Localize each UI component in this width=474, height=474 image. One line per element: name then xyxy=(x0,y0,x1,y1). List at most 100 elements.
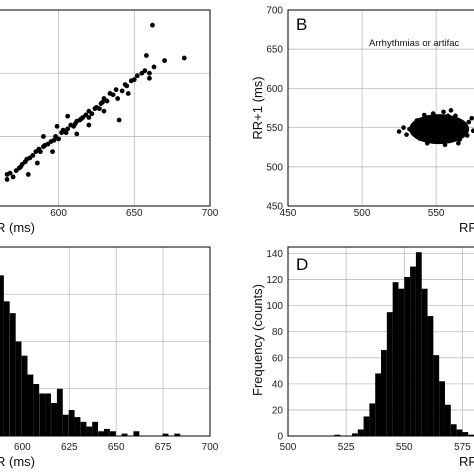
panel-b-point xyxy=(417,136,423,141)
panel-c-bar xyxy=(15,341,22,436)
panel-c-xtick: 600 xyxy=(14,442,31,453)
panel-d-bar xyxy=(433,355,440,436)
panel-c-frame xyxy=(0,246,211,437)
panel-b: 450 500 550 450 500 550 600 650 700 B Arrhythmia… xyxy=(250,6,474,235)
panel-d-bar xyxy=(392,282,399,436)
panel-a-point xyxy=(86,122,92,128)
panel-a-point xyxy=(142,68,148,74)
panel-a-point xyxy=(104,98,110,104)
panel-a-point xyxy=(128,78,134,84)
panel-b-point xyxy=(414,118,420,123)
panel-d-bar xyxy=(351,433,358,436)
panel-d-bar xyxy=(357,429,364,436)
panel-a-point xyxy=(100,99,105,105)
panel-b-point xyxy=(419,117,424,123)
panel-a-point xyxy=(10,174,16,180)
panel-a-point xyxy=(65,126,71,132)
panel-d-ylabel: Frequency (counts) xyxy=(250,284,265,396)
panel-c-bar xyxy=(3,301,10,436)
panel-c-bar xyxy=(92,421,99,436)
panel-d-ytick: 100 xyxy=(266,301,283,312)
panel-b-point xyxy=(451,126,457,131)
panel-d-bar xyxy=(427,316,434,436)
panel-b-point xyxy=(456,122,461,128)
panel-a-point xyxy=(38,149,43,155)
panel-d-bar xyxy=(363,416,370,436)
panel-b-point xyxy=(438,134,443,140)
panel-a-point xyxy=(116,117,122,123)
panel-c-bar xyxy=(45,393,51,436)
panel-a-point xyxy=(147,75,152,81)
panel-b-xtick: 500 xyxy=(354,208,371,219)
panel-a-point xyxy=(16,165,22,171)
panel-b-annotation: Arrhythmias or artifac xyxy=(369,38,460,49)
panel-b-label: B xyxy=(296,15,307,34)
panel-b-point xyxy=(396,129,402,134)
panel-d-bar xyxy=(404,276,411,436)
panel-a-point xyxy=(162,58,167,63)
panel-a-xlabel: R (ms) xyxy=(0,220,35,235)
panel-a-point xyxy=(122,82,128,88)
panel-a-point xyxy=(150,22,155,28)
panel-d-ytick: 80 xyxy=(272,327,284,338)
panel-b-point xyxy=(466,119,472,125)
panel-b-point xyxy=(442,142,448,148)
panel-a-xtick: 700 xyxy=(202,208,219,219)
panel-b-ytick: 500 xyxy=(266,162,283,173)
panel-b-ytick: 700 xyxy=(266,6,283,17)
panel-b-ytick: 450 xyxy=(266,202,283,213)
panel-d-bar xyxy=(456,429,463,436)
panel-b-point xyxy=(429,132,435,137)
panel-b-point xyxy=(421,112,427,118)
panel-c-bar xyxy=(104,428,110,436)
panel-a-point xyxy=(42,142,48,148)
panel-b-point xyxy=(430,111,436,116)
panel-c-xtick: 625 xyxy=(61,442,78,453)
panel-d-ytick: 120 xyxy=(266,275,283,286)
panel-b-point xyxy=(404,132,409,137)
panel-b-point xyxy=(460,127,466,133)
panel-b-point xyxy=(421,133,427,138)
panel-c-bar xyxy=(62,414,69,436)
panel-b-ytick: 550 xyxy=(266,123,283,134)
panel-d-frame xyxy=(287,246,474,437)
panel-d-bar xyxy=(410,266,416,436)
panel-a-point xyxy=(74,131,80,137)
panel-b-point xyxy=(424,140,430,146)
panel-b-point xyxy=(411,122,417,128)
panel-b-point xyxy=(445,130,451,136)
panel-c: 600 625 650 675 700 R (ms) xyxy=(0,246,219,469)
panel-a-point xyxy=(41,134,46,139)
panel-d-bar xyxy=(375,373,382,436)
panel-b-point xyxy=(407,126,412,132)
panel-a-point xyxy=(4,177,10,182)
panel-b-point xyxy=(433,139,439,145)
panel-d-ytick: 0 xyxy=(277,432,283,443)
panel-c-xtick: 650 xyxy=(108,442,125,453)
panel-b-point xyxy=(463,124,469,130)
panel-b-ytick: 650 xyxy=(266,45,283,56)
panel-c-bar xyxy=(133,431,140,436)
panel-a-point xyxy=(72,121,78,127)
panel-d-ytick: 140 xyxy=(266,249,283,260)
panel-d-ytick: 20 xyxy=(272,405,284,416)
panel-b-point xyxy=(457,137,463,142)
panel-c-bar xyxy=(162,433,169,436)
panel-b-point xyxy=(464,133,470,138)
panel-b-xlabel: RR xyxy=(459,220,474,235)
panel-a-point xyxy=(89,111,95,117)
panel-d-bar xyxy=(381,349,387,436)
panel-b-point xyxy=(433,121,439,126)
panel-a-point xyxy=(119,88,125,94)
panel-b-point xyxy=(470,128,474,134)
panel-a-point xyxy=(134,73,140,79)
panel-c-bar xyxy=(0,275,4,436)
panel-d-xlabel: RR xyxy=(459,454,474,469)
panel-a-point xyxy=(25,171,31,177)
panel-b-xtick: 450 xyxy=(280,208,297,219)
panel-a-point xyxy=(65,113,71,119)
panel-b-ytick: 600 xyxy=(266,84,283,95)
panel-c-bar xyxy=(74,417,81,436)
panel-d-bar xyxy=(421,288,428,436)
